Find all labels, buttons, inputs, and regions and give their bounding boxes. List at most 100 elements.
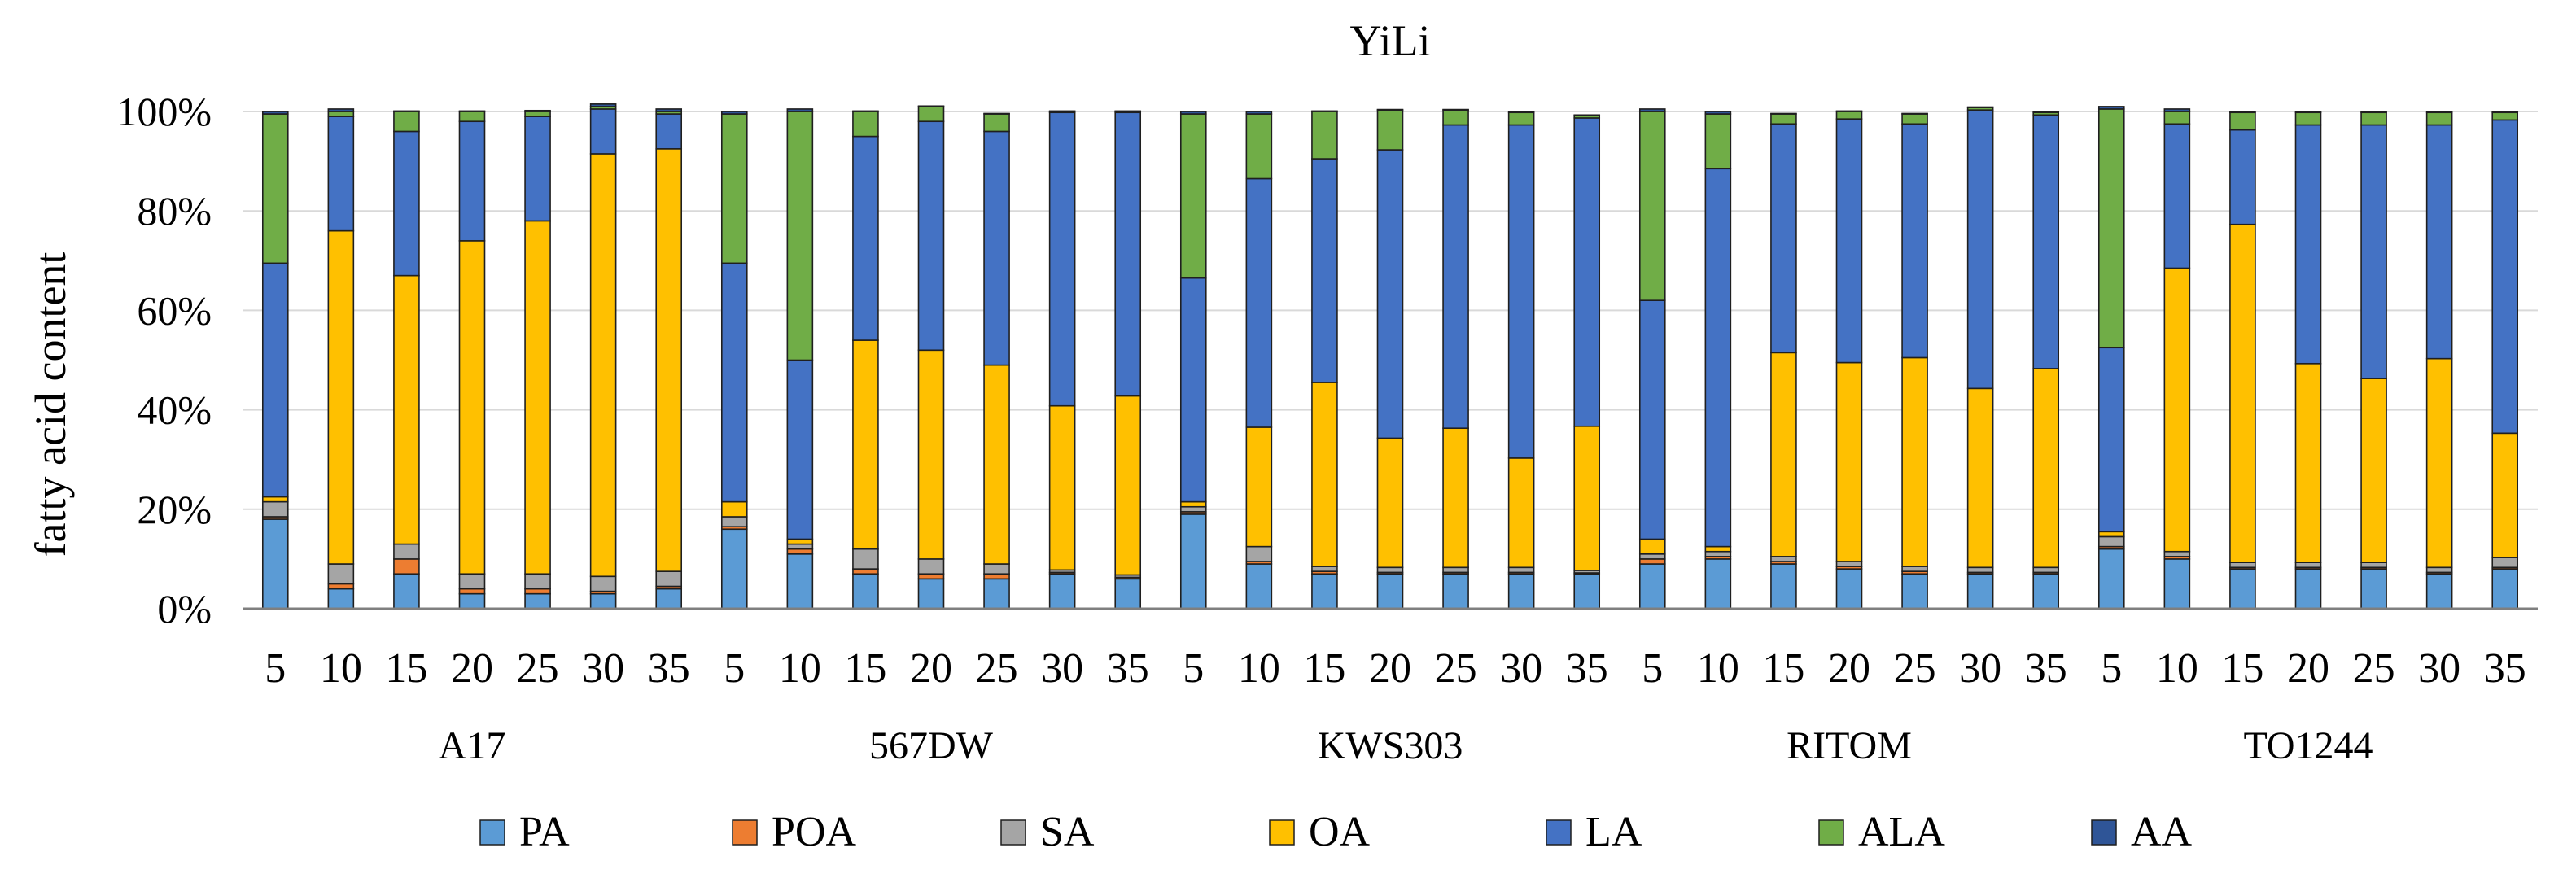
bar-segment-oa-567dw-30 (1048, 404, 1076, 571)
bar-segment-sa-567dw-15 (852, 548, 879, 570)
bar-segment-ala-a17-25 (524, 111, 551, 117)
bar-segment-ala-567dw-10 (786, 111, 814, 361)
bar-segment-pa-a17-35 (655, 588, 683, 610)
bar-segment-la-567dw-10 (786, 359, 814, 540)
bar-segment-sa-ritom-15 (1770, 556, 1797, 562)
bar-segment-oa-567dw-15 (852, 339, 879, 550)
y-axis-ticks: 0% 20% 40% 60% 80% 100% (116, 89, 212, 631)
bar-segment-la-a17-20 (458, 120, 486, 242)
bar-segment-oa-kws303-30 (1507, 457, 1535, 569)
bar-segment-oa-567dw-5 (720, 500, 748, 518)
bar-segment-pa-ritom-35 (2032, 573, 2060, 610)
bar-segment-oa-a17-5 (261, 496, 289, 503)
bar-segment-aa-to1244-20 (2294, 111, 2322, 114)
bar-segment-pa-kws303-30 (1507, 573, 1535, 610)
bar-segment-aa-kws303-30 (1507, 111, 1535, 114)
bar-segment-oa-567dw-20 (917, 349, 945, 560)
y-tick-label: 0% (157, 586, 212, 631)
bar-segment-la-to1244-15 (2229, 129, 2256, 225)
bar-segment-pa-to1244-25 (2360, 568, 2387, 610)
bar-segment-aa-to1244-15 (2229, 111, 2256, 114)
x-tick-label: 30 (1041, 645, 1083, 692)
bar-segment-poa-a17-25 (524, 588, 551, 595)
bar-segment-pa-kws303-5 (1179, 513, 1207, 610)
bar-segment-oa-kws303-20 (1376, 437, 1404, 569)
bar-segment-pa-kws303-25 (1442, 573, 1469, 610)
bar-segment-poa-ritom-5 (1638, 558, 1666, 565)
group-label: 567DW (869, 724, 994, 767)
x-tick-label: 30 (1500, 645, 1542, 692)
bar-segment-pa-567dw-20 (917, 578, 945, 610)
bar-segment-aa-kws303-35 (1573, 114, 1601, 116)
bar-segment-pa-a17-20 (458, 592, 486, 610)
x-tick-label: 10 (1238, 645, 1280, 692)
legend-label-oa: OA (1309, 809, 1371, 855)
bar-segment-aa-ritom-25 (1901, 112, 1928, 115)
x-tick-label: 15 (2221, 645, 2263, 692)
bar-segment-oa-to1244-35 (2491, 432, 2519, 558)
bar-segment-aa-to1244-25 (2360, 111, 2387, 114)
bar-segment-la-to1244-25 (2360, 124, 2387, 379)
x-tick-label: 10 (1697, 645, 1739, 692)
bar-segment-pa-567dw-35 (1114, 578, 1142, 610)
bar-segment-la-kws303-15 (1311, 158, 1338, 383)
bar-segment-pa-to1244-5 (2097, 548, 2125, 610)
bar-segment-sa-a17-15 (393, 543, 420, 560)
bar-segment-la-567dw-30 (1048, 111, 1076, 407)
bar-segment-sa-ritom-30 (1966, 566, 1994, 574)
bar-segment-poa-a17-15 (393, 558, 420, 575)
group-label: TO1244 (2243, 724, 2373, 767)
bar-segment-ala-to1244-5 (2097, 108, 2125, 349)
x-tick-label: 20 (2287, 645, 2329, 692)
bar-segment-ala-567dw-25 (983, 113, 1010, 133)
legend-label-la: LA (1585, 809, 1642, 855)
x-tick-label: 25 (1894, 645, 1936, 692)
bar-segment-ala-567dw-5 (720, 113, 748, 264)
x-tick-label: 15 (385, 645, 427, 692)
y-tick-label: 100% (116, 89, 212, 134)
x-tick-label: 30 (2418, 645, 2460, 692)
bar-segment-aa-to1244-10 (2163, 108, 2191, 112)
legend-swatch-aa (2091, 819, 2117, 846)
bar-segment-ala-to1244-10 (2163, 111, 2191, 125)
legend-label-poa: POA (772, 809, 856, 855)
bar-segment-pa-a17-30 (589, 592, 617, 610)
bar-segment-aa-to1244-5 (2097, 106, 2125, 110)
bar-segment-ala-kws303-20 (1376, 109, 1404, 151)
bar-segment-pa-a17-15 (393, 573, 420, 610)
bar-segment-sa-a17-30 (589, 575, 617, 592)
bar-segment-aa-567dw-10 (786, 108, 814, 112)
bar-segment-pa-kws303-10 (1245, 563, 1273, 610)
bar-segment-la-ritom-25 (1901, 123, 1928, 359)
bar-segment-sa-kws303-30 (1507, 566, 1535, 574)
group-label: A17 (439, 724, 506, 767)
bar-segment-sa-to1244-20 (2294, 562, 2322, 569)
legend-swatch-la (1546, 819, 1572, 846)
bar-segment-ala-kws303-15 (1311, 111, 1338, 160)
bar-segment-ala-ritom-25 (1901, 113, 1928, 125)
x-tick-label: 25 (517, 645, 559, 692)
bar-segment-pa-ritom-5 (1638, 563, 1666, 610)
bar-segment-aa-567dw-5 (720, 111, 748, 115)
bar-segment-ala-kws303-5 (1179, 113, 1207, 279)
x-tick-label: 5 (724, 645, 745, 692)
bar-segment-pa-a17-10 (327, 588, 355, 610)
y-tick-label: 60% (137, 287, 212, 333)
bar-segment-ala-a17-20 (458, 111, 486, 123)
bar-segment-la-kws303-5 (1179, 277, 1207, 503)
bar-segment-la-a17-25 (524, 116, 551, 222)
bar-segment-ala-to1244-20 (2294, 111, 2322, 126)
bar-segment-la-to1244-10 (2163, 123, 2191, 269)
legend-swatch-sa (1000, 819, 1026, 846)
bar-segment-oa-to1244-25 (2360, 378, 2387, 563)
bar-segment-pa-kws303-15 (1311, 573, 1338, 610)
bar-segment-oa-kws303-15 (1311, 382, 1338, 567)
bar-segment-oa-a17-15 (393, 274, 420, 545)
group-label: KWS303 (1318, 724, 1463, 767)
x-tick-label: 30 (582, 645, 624, 692)
y-tick-label: 80% (137, 188, 212, 234)
bar-segment-aa-kws303-25 (1442, 108, 1469, 111)
bar-segment-aa-kws303-10 (1245, 111, 1273, 115)
bar-segment-la-kws303-20 (1376, 149, 1404, 439)
bar-segment-sa-567dw-5 (720, 516, 748, 527)
